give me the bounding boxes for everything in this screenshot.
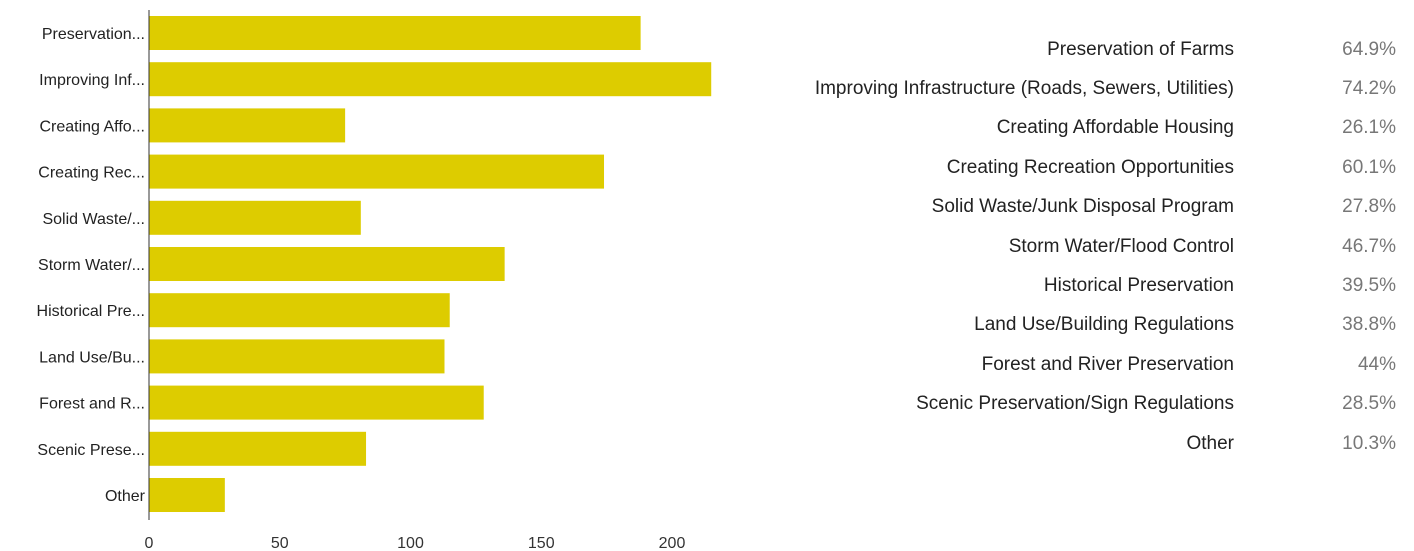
legend-label: Creating Recreation Opportunities	[946, 156, 1234, 178]
category-label: Solid Waste/...	[42, 211, 145, 228]
legend-label: Storm Water/Flood Control	[1008, 235, 1234, 257]
legend-label: Solid Waste/Junk Disposal Program	[931, 196, 1234, 218]
category-label: Land Use/Bu...	[39, 349, 145, 366]
legend-label: Other	[1186, 432, 1234, 454]
category-label: Preservation...	[42, 26, 145, 43]
x-tick-label: 50	[271, 535, 289, 551]
bar	[149, 431, 367, 466]
legend-row: Scenic Preservation/Sign Regulations 28.5…	[740, 385, 1410, 424]
legend-label: Preservation of Farms	[1047, 38, 1234, 60]
bar	[149, 293, 450, 328]
x-tick-label: 200	[659, 535, 686, 551]
category-label: Storm Water/...	[38, 257, 145, 274]
legend-row: Other 10.3%	[740, 424, 1410, 463]
category-label: Creating Affo...	[39, 118, 145, 135]
category-label: Scenic Prese...	[37, 442, 145, 459]
legend-row: Preservation of Farms 64.9%	[740, 30, 1410, 69]
legend-percent: 44%	[1357, 353, 1396, 375]
legend-row: Storm Water/Flood Control 46.7%	[740, 227, 1410, 266]
x-tick-label: 0	[145, 535, 154, 551]
legend-row: Forest and River Preservation 44%	[740, 345, 1410, 384]
category-label: Other	[105, 488, 146, 505]
legend-row: Improving Infrastructure (Roads, Sewers,…	[740, 69, 1410, 108]
legend-label: Historical Preservation	[1043, 275, 1234, 297]
bar-chart: Preservation... Improving Inf... Creating …	[37, 10, 712, 551]
legend-label: Land Use/Building Regulations	[974, 314, 1234, 336]
legend-percent: 10.3%	[1342, 432, 1396, 454]
category-label: Historical Pre...	[37, 303, 145, 320]
category-label: Creating Rec...	[38, 165, 145, 182]
legend-label: Creating Affordable Housing	[996, 117, 1234, 139]
bar	[149, 478, 225, 512]
legend-percent: 28.5%	[1342, 393, 1396, 415]
legend: Preservation of Farms 64.9% Improving Infr…	[740, 30, 1410, 463]
legend-percent: 64.9%	[1342, 38, 1396, 60]
legend-percent: 38.8%	[1342, 314, 1396, 336]
category-label: Forest and R...	[39, 396, 145, 413]
bar	[149, 385, 484, 420]
legend-label: Scenic Preservation/Sign Regulations	[916, 393, 1234, 415]
legend-percent: 26.1%	[1342, 117, 1396, 139]
legend-label: Forest and River Preservation	[981, 353, 1234, 375]
legend-row: Land Use/Building Regulations 38.8%	[740, 306, 1410, 345]
legend-percent: 74.2%	[1342, 78, 1396, 100]
x-tick-label: 100	[397, 535, 424, 551]
legend-label: Improving Infrastructure (Roads, Sewers,…	[814, 78, 1234, 100]
legend-row: Solid Waste/Junk Disposal Program 27.8%	[740, 188, 1410, 227]
legend-row: Creating Affordable Housing 26.1%	[740, 109, 1410, 148]
legend-percent: 39.5%	[1342, 275, 1396, 297]
bar	[149, 247, 505, 281]
bar	[149, 62, 712, 97]
category-label: Improving Inf...	[39, 72, 145, 89]
legend-percent: 27.8%	[1342, 196, 1396, 218]
legend-percent: 46.7%	[1342, 235, 1396, 257]
bar	[149, 154, 605, 189]
legend-row: Historical Preservation 39.5%	[740, 266, 1410, 305]
x-tick-label: 150	[528, 535, 555, 551]
bar	[149, 339, 445, 374]
legend-row: Creating Recreation Opportunities 60.1%	[740, 148, 1410, 187]
legend-percent: 60.1%	[1342, 156, 1396, 178]
bar	[149, 16, 641, 50]
bar	[149, 108, 346, 143]
bar	[149, 200, 361, 235]
